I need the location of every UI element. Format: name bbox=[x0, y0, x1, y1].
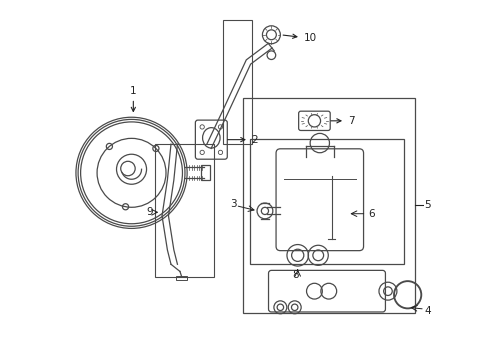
Text: 4: 4 bbox=[423, 306, 430, 316]
Text: 1: 1 bbox=[130, 86, 136, 112]
Bar bbox=[155, 144, 214, 277]
Bar bbox=[249, 139, 403, 264]
Text: 10: 10 bbox=[283, 33, 316, 43]
Bar bbox=[176, 276, 187, 280]
Bar bbox=[201, 165, 209, 180]
Text: 3: 3 bbox=[230, 199, 237, 209]
Text: 2: 2 bbox=[227, 135, 258, 145]
Text: 5: 5 bbox=[423, 200, 429, 210]
Bar bbox=[242, 98, 414, 313]
Text: 9: 9 bbox=[146, 207, 152, 217]
Text: 8: 8 bbox=[292, 270, 299, 280]
Text: 6: 6 bbox=[367, 209, 374, 219]
Text: 7: 7 bbox=[330, 116, 354, 126]
